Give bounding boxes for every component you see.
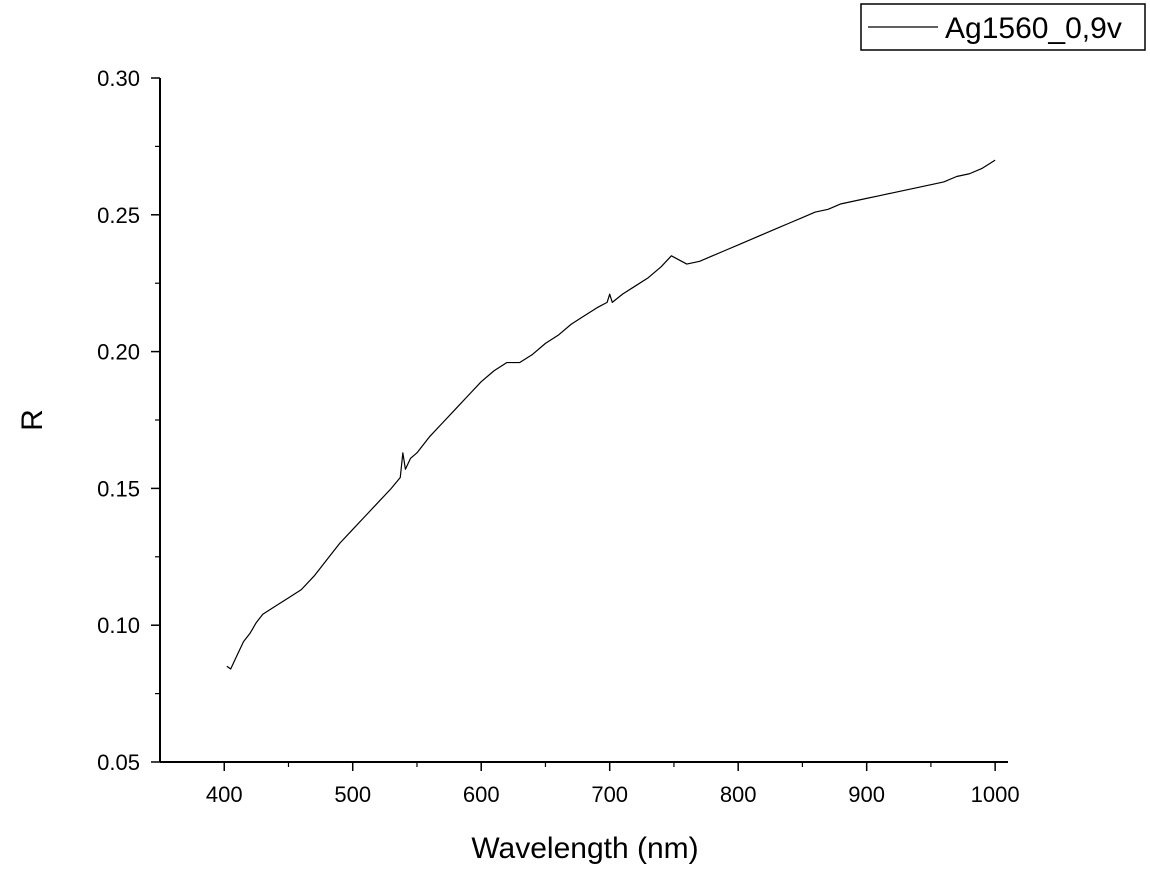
- x-ticks: 400 500 600 700 800 900 1000: [206, 762, 1020, 807]
- y-tick-label: 0.30: [97, 66, 140, 91]
- x-tick-label: 400: [206, 782, 243, 807]
- x-tick-label: 500: [334, 782, 371, 807]
- x-tick-label: 1000: [971, 782, 1020, 807]
- series-line: [226, 159, 996, 670]
- x-tick-label: 600: [463, 782, 500, 807]
- x-tick-label: 800: [720, 782, 757, 807]
- x-axis-title: Wavelength (nm): [471, 832, 698, 865]
- y-tick-label: 0.10: [97, 613, 140, 638]
- y-ticks: 0.05 0.10 0.15 0.20 0.25 0.30: [97, 66, 160, 775]
- legend-label: Ag1560_0,9v: [945, 12, 1122, 45]
- x-tick-label: 700: [591, 782, 628, 807]
- x-tick-label: 900: [848, 782, 885, 807]
- y-tick-label: 0.15: [97, 476, 140, 501]
- y-tick-label: 0.05: [97, 750, 140, 775]
- y-tick-label: 0.20: [97, 340, 140, 365]
- axes: [159, 78, 1008, 763]
- y-axis-title: R: [16, 409, 49, 431]
- y-tick-label: 0.25: [97, 203, 140, 228]
- legend: Ag1560_0,9v: [860, 3, 1146, 51]
